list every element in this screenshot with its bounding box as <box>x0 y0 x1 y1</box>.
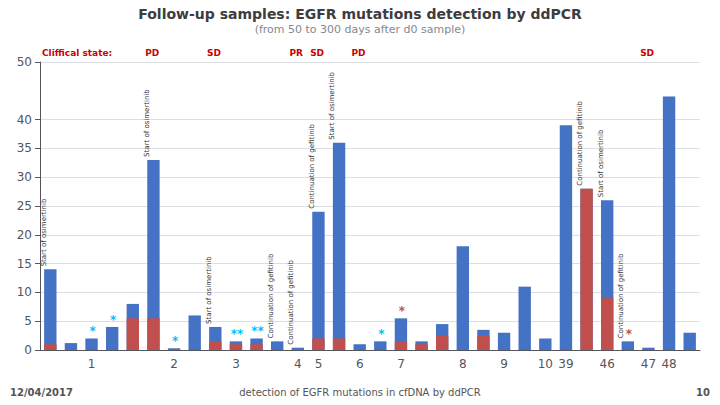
svg-text:39: 39 <box>558 357 573 371</box>
svg-text:**: ** <box>251 324 264 338</box>
svg-text:*: * <box>626 327 633 341</box>
svg-text:**: ** <box>231 327 244 341</box>
svg-text:SD: SD <box>640 48 654 58</box>
svg-text:SD: SD <box>310 48 324 58</box>
svg-text:8: 8 <box>459 357 467 371</box>
svg-text:PD: PD <box>351 48 365 58</box>
svg-text:Continuation of gefitinib: Continuation of gefitinib <box>617 253 625 338</box>
svg-text:5: 5 <box>315 357 323 371</box>
svg-text:(from 50 to 300 days after d0: (from 50 to 300 days after d0 sample) <box>255 23 466 36</box>
svg-text:*: * <box>110 313 117 327</box>
svg-text:9: 9 <box>500 357 508 371</box>
svg-text:Continuation of gefitinib: Continuation of gefitinib <box>308 123 316 208</box>
svg-text:5: 5 <box>24 314 32 328</box>
svg-text:10: 10 <box>696 387 710 398</box>
svg-text:20: 20 <box>17 228 32 242</box>
svg-text:46: 46 <box>600 357 615 371</box>
svg-text:Continuation of gefitinib: Continuation of gefitinib <box>576 100 584 185</box>
svg-text:PD: PD <box>145 48 159 58</box>
svg-text:Start of osimertinib: Start of osimertinib <box>143 89 151 157</box>
svg-text:10: 10 <box>17 285 32 299</box>
svg-text:0: 0 <box>24 343 32 357</box>
svg-text:*: * <box>378 327 385 341</box>
svg-text:35: 35 <box>17 141 32 155</box>
svg-text:15: 15 <box>17 257 32 271</box>
svg-text:Start of osimertinib: Start of osimertinib <box>597 129 605 197</box>
svg-text:Continuation of gefitinib: Continuation of gefitinib <box>267 253 275 338</box>
svg-text:Continuation of gefitinib: Continuation of gefitinib <box>287 259 295 344</box>
svg-text:48: 48 <box>661 357 676 371</box>
svg-text:25: 25 <box>17 199 32 213</box>
svg-text:1: 1 <box>88 357 96 371</box>
svg-text:Start of osimertinib: Start of osimertinib <box>328 71 336 139</box>
svg-text:detection of EGFR mutations in: detection of EGFR mutations in cfDNA by … <box>239 387 481 398</box>
svg-text:Start of osimertinib: Start of osimertinib <box>205 256 213 324</box>
svg-text:7: 7 <box>397 357 405 371</box>
svg-text:Start of osimertinib: Start of osimertinib <box>40 198 48 266</box>
svg-text:12/04/2017: 12/04/2017 <box>10 387 73 398</box>
svg-text:*: * <box>172 334 179 348</box>
svg-text:2: 2 <box>170 357 178 371</box>
svg-text:PR: PR <box>290 48 304 58</box>
svg-text:40: 40 <box>17 113 32 127</box>
svg-text:10: 10 <box>538 357 553 371</box>
svg-text:47: 47 <box>641 357 656 371</box>
svg-text:4: 4 <box>294 357 302 371</box>
svg-text:6: 6 <box>356 357 364 371</box>
svg-text:*: * <box>89 324 96 338</box>
svg-text:3: 3 <box>232 357 240 371</box>
svg-text:30: 30 <box>17 170 32 184</box>
svg-text:Follow-up samples: EGFR mutati: Follow-up samples: EGFR mutations detect… <box>138 6 582 22</box>
svg-text:SD: SD <box>207 48 221 58</box>
svg-text:50: 50 <box>17 55 32 69</box>
svg-text:*: * <box>399 304 406 318</box>
svg-text:Cliffical state:: Cliffical state: <box>42 48 112 58</box>
